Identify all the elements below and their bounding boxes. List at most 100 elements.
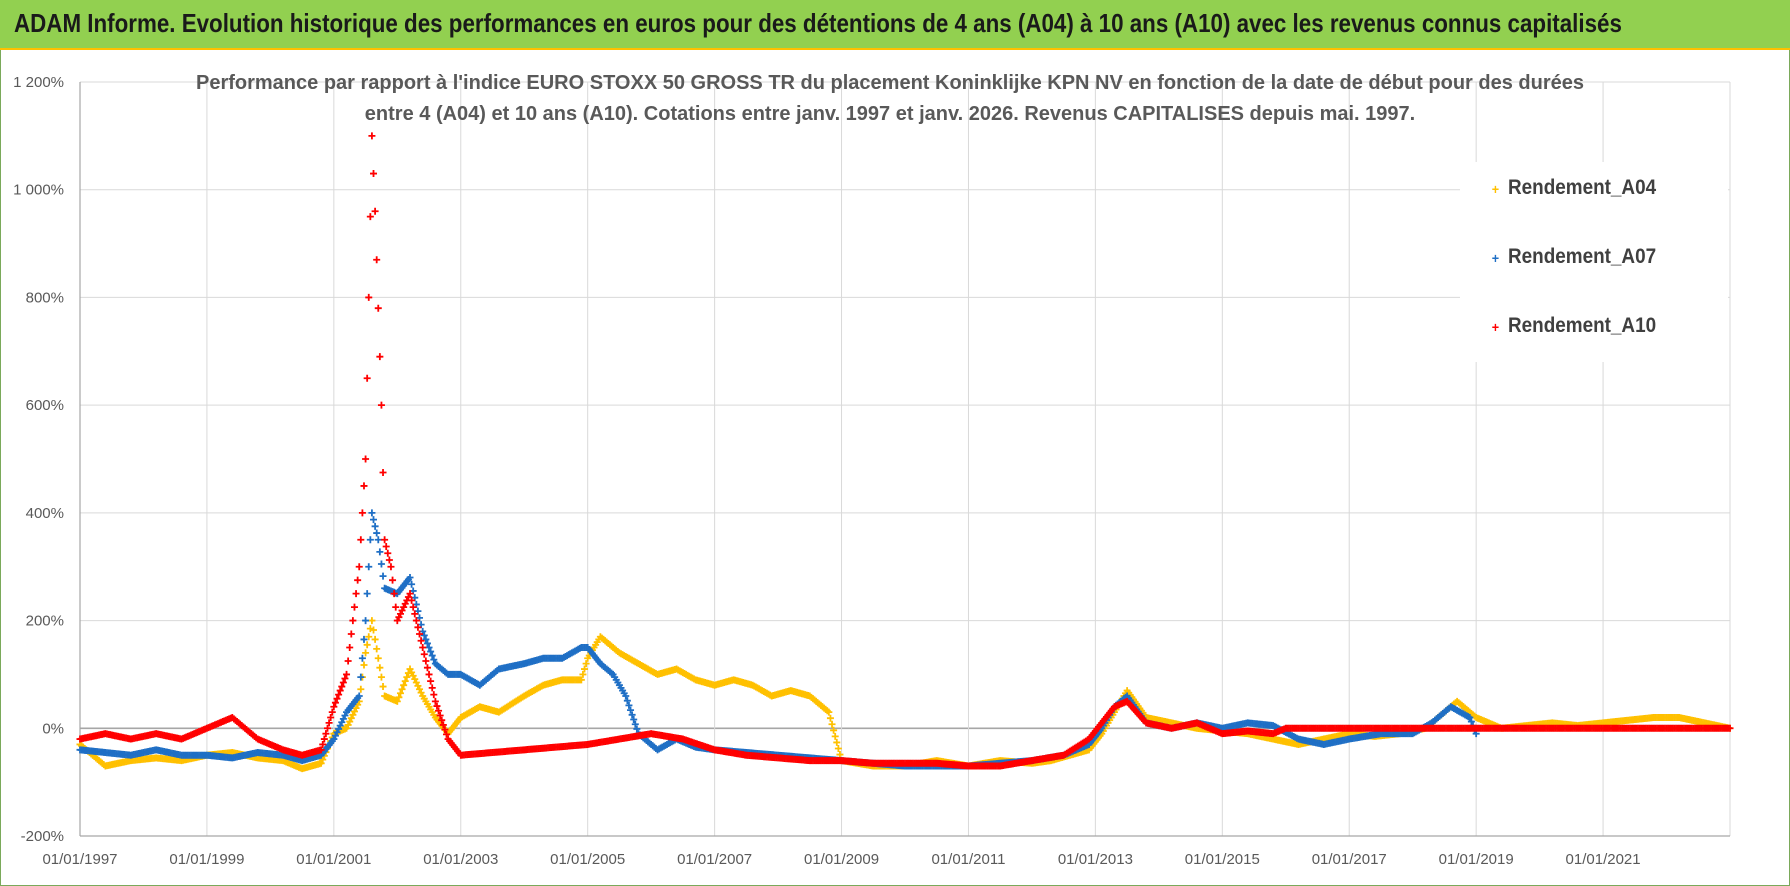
- data-point: [374, 536, 382, 544]
- trend-point: [439, 721, 447, 729]
- trend-point: [357, 685, 365, 693]
- data-point: [419, 644, 427, 651]
- trend-point: [325, 719, 333, 727]
- data-point: [317, 746, 325, 754]
- trend-point: [427, 677, 435, 685]
- trend-point: [409, 603, 417, 611]
- trend-point: [319, 756, 327, 764]
- trend-point: [357, 673, 365, 681]
- data-point: [368, 509, 376, 517]
- trend-point: [628, 711, 636, 719]
- data-point: [343, 670, 351, 678]
- data-point: [1726, 724, 1734, 732]
- data-point: [431, 697, 439, 705]
- trend-point: [433, 702, 441, 710]
- data-point: [377, 401, 385, 409]
- trend-point: [363, 590, 371, 598]
- x-tick-label: 01/01/2017: [1312, 851, 1387, 868]
- trend-point: [319, 740, 327, 748]
- legend-label-a04: Rendement_A04: [1508, 176, 1657, 199]
- trend-point: [370, 170, 378, 178]
- trend-point: [335, 691, 343, 699]
- data-point: [362, 617, 370, 625]
- data-point: [371, 207, 379, 215]
- trend-point: [826, 714, 834, 722]
- chart-title-line-1: Performance par rapport à l'indice EURO …: [195, 72, 1584, 94]
- trend-point: [366, 536, 374, 544]
- series-rendement_a10: [76, 132, 1734, 770]
- data-point: [825, 708, 833, 716]
- trend-point: [390, 590, 398, 598]
- trend-point: [360, 661, 368, 669]
- x-tick-label: 01/01/2019: [1439, 851, 1514, 868]
- trend-point: [377, 560, 385, 568]
- trend-point: [833, 738, 841, 746]
- x-tick-label: 01/01/2021: [1566, 851, 1641, 868]
- data-point: [406, 573, 414, 581]
- data-point: [387, 563, 395, 571]
- trend-point: [1467, 718, 1475, 726]
- trend-point: [371, 635, 379, 643]
- trend-point: [374, 654, 382, 662]
- trend-point: [379, 572, 387, 580]
- trend-point: [579, 670, 587, 678]
- trend-point: [358, 654, 366, 662]
- trend-point: [633, 725, 641, 733]
- trend-point: [403, 673, 411, 681]
- trend-point: [376, 548, 384, 556]
- trend-point: [581, 665, 589, 673]
- y-tick-label: 1 200%: [13, 74, 64, 91]
- data-point: [368, 617, 376, 625]
- trend-point: [349, 617, 357, 625]
- trend-point: [414, 623, 422, 631]
- x-tick-label: 01/01/1999: [169, 851, 244, 868]
- trend-point: [365, 563, 373, 571]
- trend-point: [384, 549, 392, 557]
- trend-point: [354, 576, 362, 584]
- trend-point: [831, 732, 839, 740]
- trend-point: [350, 603, 358, 611]
- data-point: [381, 536, 389, 544]
- trend-point: [373, 529, 381, 537]
- trend-point: [389, 576, 397, 584]
- trend-point: [427, 648, 435, 656]
- data-point: [317, 759, 325, 767]
- data-point: [374, 304, 382, 312]
- data-point: [368, 132, 376, 140]
- legend-label-a10: Rendement_A10: [1508, 314, 1657, 337]
- data-point: [330, 703, 338, 711]
- series-points: [76, 132, 1734, 773]
- trend-point: [346, 644, 354, 651]
- data-point: [362, 455, 370, 463]
- trend-point: [396, 689, 404, 697]
- data-point: [355, 563, 363, 571]
- trend-point: [631, 720, 639, 728]
- trend-point: [630, 716, 638, 724]
- trend-point: [423, 639, 431, 647]
- trend-point: [373, 256, 381, 264]
- trend-point: [358, 509, 366, 517]
- y-tick-label: -200%: [21, 828, 64, 845]
- report-banner-title: ADAM Informe. Evolution historique des p…: [14, 8, 1622, 38]
- trend-point: [828, 720, 836, 728]
- y-tick-label: 800%: [26, 289, 64, 306]
- trend-point: [336, 687, 344, 695]
- x-tick-label: 01/01/1997: [42, 851, 117, 868]
- x-tick-label: 01/01/2013: [1058, 851, 1133, 868]
- data-point: [577, 676, 585, 684]
- trend-point: [430, 691, 438, 699]
- trend-point: [331, 699, 339, 707]
- trend-point: [382, 543, 390, 551]
- trend-point: [333, 695, 341, 703]
- legend-marker-a10: +: [1491, 319, 1500, 335]
- x-tick-label: 01/01/2005: [550, 851, 625, 868]
- legend-marker-a04: +: [1491, 181, 1500, 197]
- trend-point: [398, 685, 406, 693]
- trend-point: [327, 714, 335, 722]
- trend-point: [365, 633, 373, 641]
- trend-point: [322, 730, 330, 738]
- trend-point: [371, 522, 379, 530]
- trend-point: [423, 664, 431, 672]
- trend-point: [428, 684, 436, 692]
